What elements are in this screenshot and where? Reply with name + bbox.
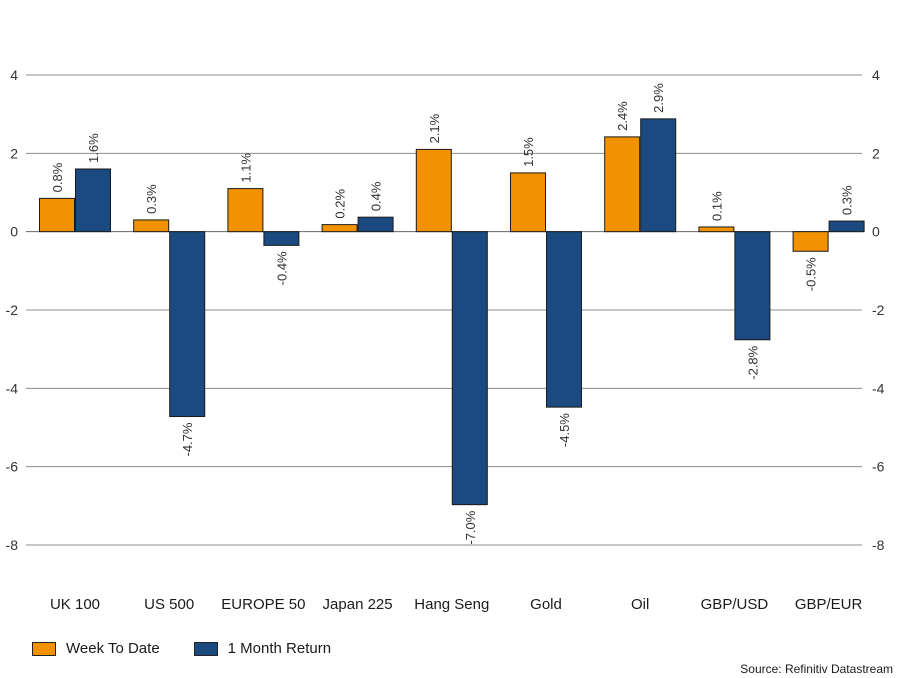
y-tick-label-right: -6 (872, 459, 885, 475)
legend-item-1-month-return: 1 Month Return (193, 640, 332, 657)
bar-1-month-return (75, 168, 111, 233)
bar-week-to-date (321, 224, 358, 233)
data-label: 0.4% (369, 181, 384, 211)
data-label: -7.0% (463, 510, 478, 544)
y-tick-label-left: -2 (6, 302, 19, 318)
data-label: -0.4% (274, 251, 289, 285)
data-label: 2.4% (615, 101, 630, 131)
data-label: 1.1% (238, 153, 253, 183)
category-label: GBP/USD (701, 596, 769, 613)
data-label: 2.9% (651, 83, 666, 113)
category-label: UK 100 (50, 596, 100, 613)
y-tick-label-right: -8 (872, 537, 885, 553)
bar-week-to-date (698, 226, 735, 233)
data-label: 0.3% (840, 185, 855, 215)
y-tick-label-left: -4 (6, 380, 19, 396)
data-label: -4.5% (557, 413, 572, 447)
y-tick-label-right: 2 (872, 145, 880, 161)
bars (39, 118, 865, 506)
legend-swatch-1-month-return (193, 641, 218, 656)
category-label: Oil (631, 596, 649, 613)
bar-week-to-date (510, 172, 546, 233)
y-tick-label-left: -6 (6, 459, 19, 475)
bar-1-month-return (734, 231, 771, 341)
y-tick-label-left: 2 (10, 145, 18, 161)
bar-1-month-return (828, 220, 865, 233)
source-note: Source: Refinitiv Datastream (740, 662, 893, 676)
bar-week-to-date (227, 188, 264, 233)
bar-1-month-return (640, 118, 677, 233)
category-label: Japan 225 (323, 596, 393, 613)
legend-label-1-month-return: 1 Month Return (227, 640, 332, 657)
bar-1-month-return (546, 231, 582, 408)
bar-1-month-return (263, 231, 300, 246)
data-label: 0.8% (50, 162, 65, 192)
y-tick-label-left: 4 (10, 67, 18, 83)
y-axis-left: 4 2 0 -2 -4 -6 -8 (6, 67, 19, 553)
y-tick-label-right: 0 (872, 224, 880, 240)
category-label: GBP/EUR (795, 596, 863, 613)
y-tick-label-left: -8 (6, 537, 19, 553)
bar-week-to-date (604, 136, 641, 233)
data-label: 0.3% (144, 184, 159, 214)
data-label: 2.1% (427, 113, 442, 143)
category-label: Gold (530, 596, 562, 613)
y-tick-label-right: -4 (872, 380, 885, 396)
category-label: EUROPE 50 (221, 596, 305, 613)
legend-swatch-week-to-date (32, 641, 56, 656)
data-label: 1.6% (86, 133, 101, 163)
legend-label-week-to-date: Week To Date (66, 640, 160, 657)
data-label: 0.2% (333, 189, 348, 219)
y-tick-label-right: 4 (872, 67, 880, 83)
bar-1-month-return (451, 231, 488, 506)
data-label: -4.7% (180, 422, 195, 456)
y-tick-label-left: 0 (10, 224, 18, 240)
data-label: 0.1% (709, 191, 724, 221)
legend-item-week-to-date: Week To Date (32, 640, 160, 657)
bar-week-to-date (133, 219, 170, 233)
data-label: -2.8% (745, 345, 760, 379)
category-labels: UK 100 US 500 EUROPE 50 Japan 225 Hang Seng G… (50, 596, 863, 613)
bar-1-month-return (357, 216, 394, 233)
bar-week-to-date (415, 148, 452, 233)
legend: Week To Date 1 Month Return (32, 640, 365, 657)
bar-1-month-return (169, 231, 206, 418)
data-labels: 0.8% 1.6% 0.3% -4.7% 1.1% -0.4% 0.2% 0.4% 2.1% -7… (50, 83, 855, 545)
data-label: 1.5% (521, 137, 536, 167)
y-axis-right: 4 2 0 -2 -4 -6 -8 (872, 67, 885, 553)
y-tick-label-right: -2 (872, 302, 885, 318)
category-label: Hang Seng (414, 596, 489, 613)
bar-week-to-date (792, 231, 829, 252)
bar-week-to-date (39, 197, 75, 233)
category-label: US 500 (144, 596, 194, 613)
data-label: -0.5% (804, 257, 819, 291)
